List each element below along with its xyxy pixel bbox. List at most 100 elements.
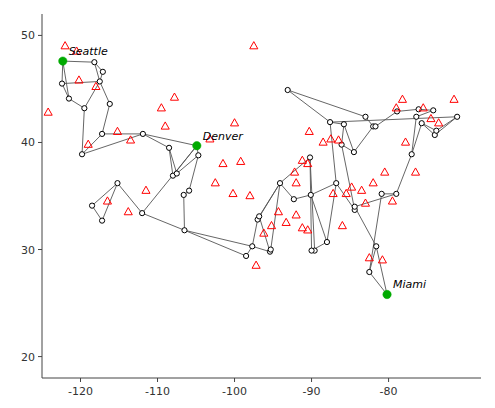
circle-point [309,248,314,253]
y-tick [38,142,42,143]
edge [259,216,270,251]
circle-point [409,152,414,157]
x-tick-label: -110 [145,385,170,398]
triangle-point [358,186,366,193]
circle-point [434,128,439,133]
triangle-point [419,104,427,111]
triangle-point [398,95,406,102]
triangle-point [44,108,52,115]
edge [288,90,330,122]
triangle-point [157,104,165,111]
triangle-point [292,179,300,186]
plot-area [44,42,460,299]
triangle-point [378,256,386,263]
edge [169,148,177,174]
edge [100,81,110,103]
edge [117,183,142,213]
triangle-point [338,221,346,228]
triangle-point [334,136,342,143]
triangle-point [274,208,282,215]
circle-point [89,203,94,208]
circle-point [334,181,339,186]
circle-point [455,114,460,119]
edge [355,207,377,247]
x-tick [388,378,389,382]
series-1 [44,42,458,269]
triangle-point [411,168,419,175]
labels: Seattle Denver Miami [69,45,426,291]
edge [288,90,366,117]
triangle-point [298,156,306,163]
triangle-point [124,208,132,215]
x-tick [311,378,312,382]
edge [310,157,312,250]
x-axis-line [42,378,481,379]
triangle-point [401,138,409,145]
x-tick-label: -120 [68,385,93,398]
y-tick [38,356,42,357]
circle-point [383,290,391,298]
circle-point [140,211,145,216]
triangle-point [127,136,135,143]
circle-point [59,81,64,86]
edges [62,61,457,294]
triangle-point [388,197,396,204]
triangle-point [305,127,313,134]
triangle-point [230,119,238,126]
edge [271,183,280,249]
edge [311,195,327,242]
edge [102,133,143,134]
triangle-point [170,93,178,100]
circle-point [285,87,290,92]
edge [396,154,411,194]
circle-point [341,122,346,127]
triangle-point [252,261,260,268]
triangle-point [435,119,443,126]
x-tick-label: -80 [380,385,398,398]
edge [63,61,95,62]
node-label: Denver [203,130,244,143]
y-tick-label: 50 [21,29,35,42]
series-0 [59,59,459,298]
circle-point [324,239,329,244]
edge [183,195,185,230]
circle-point [250,244,255,249]
edge [84,81,99,108]
triangle-point [75,76,83,83]
circle-point [66,96,71,101]
circle-point [352,204,357,209]
edge [311,183,336,195]
edge [184,230,252,246]
triangle-point [392,104,400,111]
node-label: Seattle [69,45,108,58]
circle-point [182,228,187,233]
circle-point [394,109,399,114]
circle-point [193,141,201,149]
circle-point [351,150,356,155]
triangle-point [365,254,373,261]
circle-point [419,121,424,126]
circle-point [243,253,248,258]
edge [375,111,397,126]
edge [327,183,336,242]
edge [169,148,173,176]
triangle-point [319,138,327,145]
y-axis-line [42,14,43,378]
node-label: Miami [393,278,426,291]
triangle-point [84,140,92,147]
edge [92,183,117,205]
circle-point [166,145,171,150]
triangle-point [361,199,369,206]
circle-point [107,101,112,106]
triangle-point [282,218,290,225]
triangle-point [348,183,356,190]
x-tick [234,378,235,382]
triangle-point [291,168,299,175]
x-tick-label: -100 [222,385,247,398]
y-tick [38,35,42,36]
circle-point [99,218,104,223]
triangle-point [329,189,337,196]
edge [102,183,117,220]
edge [436,117,457,131]
triangle-point [113,127,121,134]
